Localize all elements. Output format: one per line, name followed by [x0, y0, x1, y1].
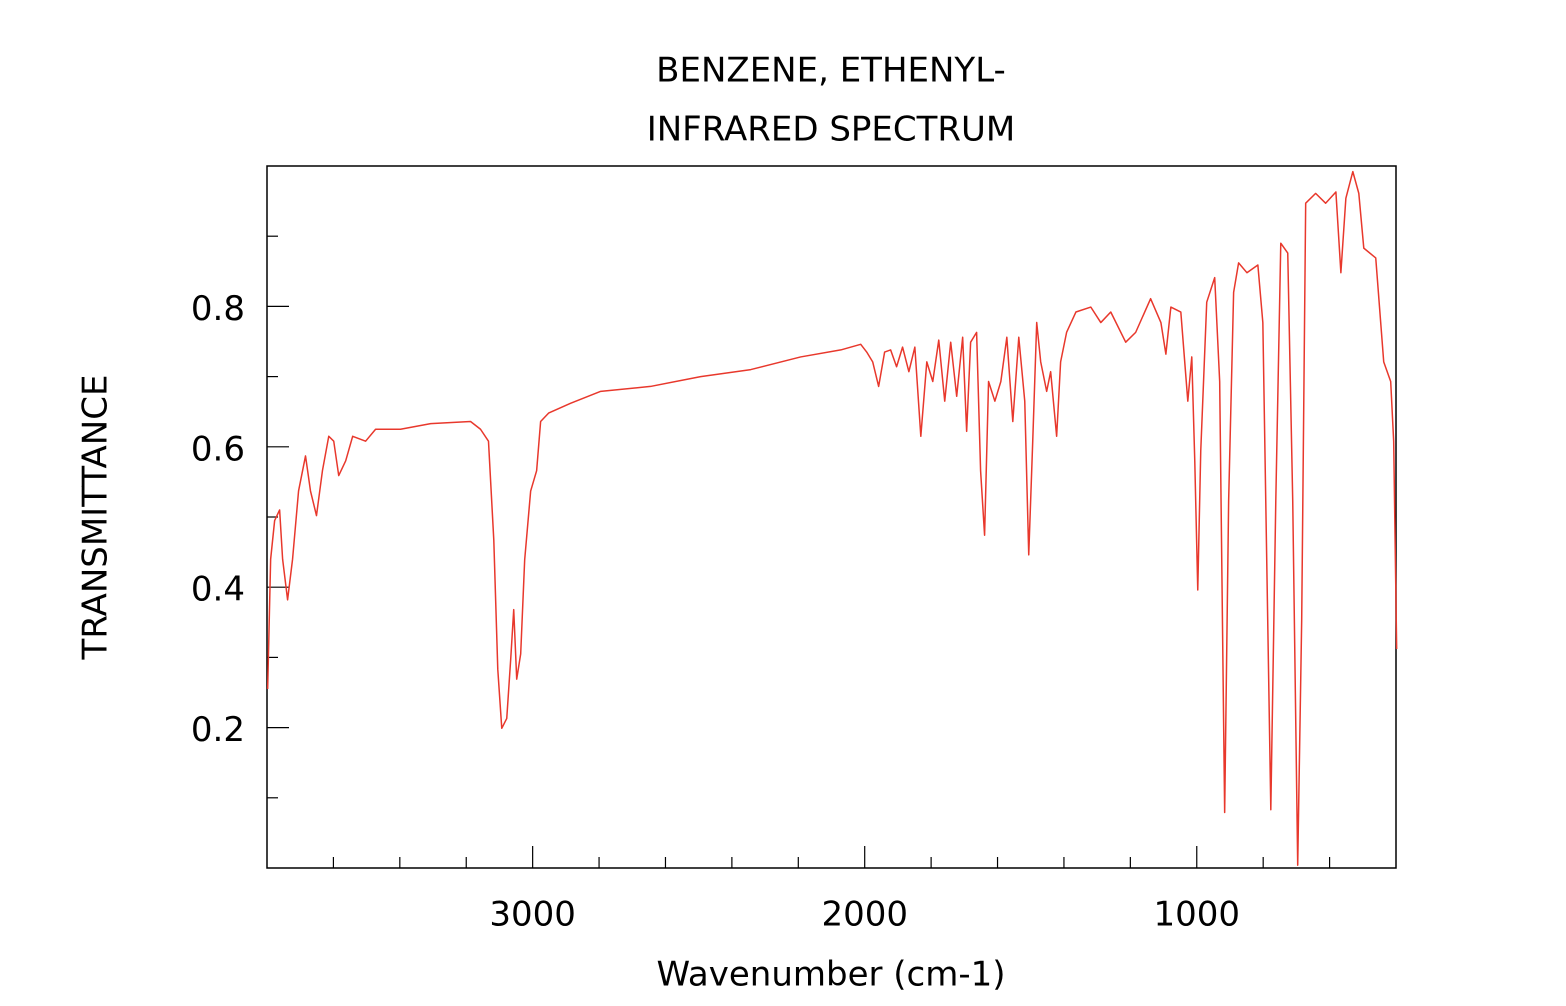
x-axis-label: Wavenumber (cm-1) — [656, 955, 1005, 995]
x-tick-label: 3000 — [489, 895, 576, 935]
y-tick-label: 0.4 — [191, 570, 245, 610]
x-tick-label: 2000 — [821, 895, 908, 935]
y-axis-label: TRANSMITTANCE — [76, 375, 116, 661]
y-tick-label: 0.2 — [191, 710, 245, 750]
y-tick-label: 0.6 — [191, 429, 245, 469]
chart-subtitle: INFRARED SPECTRUM — [647, 110, 1016, 150]
x-tick-label: 1000 — [1153, 895, 1240, 935]
spectrum-line — [266, 170, 1398, 866]
y-tick-label: 0.8 — [191, 289, 245, 329]
chart-title: BENZENE, ETHENYL- — [656, 51, 1006, 91]
